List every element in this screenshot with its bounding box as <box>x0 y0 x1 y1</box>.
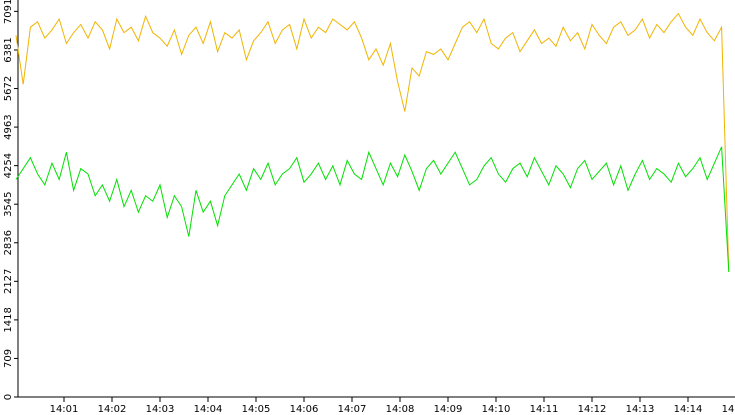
y-tick-label: 3545 <box>3 191 14 216</box>
x-tick-label: 14:11 <box>530 404 559 415</box>
x-tick-label: 14:14 <box>674 404 703 415</box>
y-tick-label: 0 <box>3 394 14 400</box>
y-tick-label: 2836 <box>3 230 14 255</box>
y-tick-label: 1418 <box>3 307 14 332</box>
x-tick-label: 14:12 <box>578 404 607 415</box>
x-tick-label: 14:08 <box>386 404 415 415</box>
y-tick-label: 4963 <box>3 114 14 139</box>
y-tick-label: 4254 <box>3 153 14 178</box>
x-tick-label: 14:04 <box>194 404 223 415</box>
x-tick-label: 14:02 <box>98 404 127 415</box>
x-tick-label: 14:03 <box>146 404 175 415</box>
x-tick-label: 14:09 <box>434 404 463 415</box>
x-tick-label: 14:15 <box>722 404 735 415</box>
y-tick-label: 709 <box>3 349 14 368</box>
x-tick-label: 14:10 <box>482 404 511 415</box>
y-tick-label: 6381 <box>3 37 14 62</box>
y-tick-label: 7091 <box>3 0 14 24</box>
x-tick-label: 14:05 <box>242 404 271 415</box>
y-tick-label: 5672 <box>3 76 14 101</box>
series-line <box>15 12 730 272</box>
x-tick-label: 14:13 <box>626 404 655 415</box>
y-tick-label: 2127 <box>3 269 14 294</box>
x-tick-label: 14:07 <box>338 404 367 415</box>
series-line <box>15 146 730 272</box>
x-tick-label: 14:01 <box>50 404 79 415</box>
x-tick-label: 14:06 <box>290 404 319 415</box>
